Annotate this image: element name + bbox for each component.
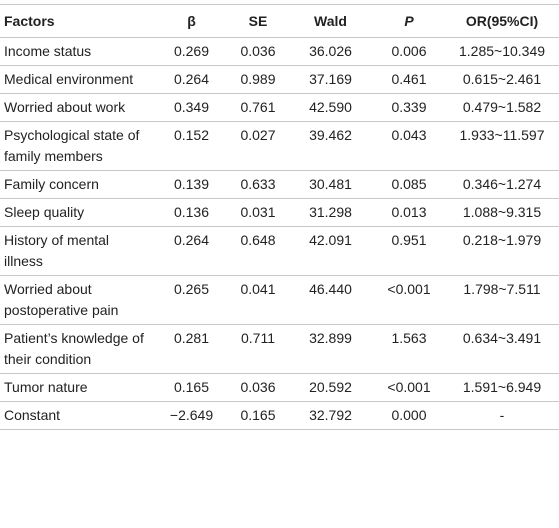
cell-se: 0.031 (228, 198, 288, 227)
cell-se: 0.989 (228, 65, 288, 94)
cell-or-ci: 0.615~2.461 (445, 65, 559, 94)
cell-beta: 0.139 (155, 170, 228, 199)
table-row: Sleep quality 0.136 0.031 31.298 0.013 1… (0, 198, 559, 227)
cell-factor: Worried about postoperative pain (0, 275, 155, 325)
cell-factor: Medical environment (0, 65, 155, 94)
cell-or-ci: 1.591~6.949 (445, 373, 559, 402)
cell-or-ci: 0.479~1.582 (445, 93, 559, 122)
cell-p: 0.000 (373, 401, 445, 430)
regression-table-container: Factors β SE Wald P OR(95%CI) Income sta… (0, 4, 559, 430)
table-row: Family concern 0.139 0.633 30.481 0.085 … (0, 170, 559, 199)
cell-or-ci: 1.088~9.315 (445, 198, 559, 227)
cell-beta: 0.281 (155, 324, 228, 374)
header-beta: β (155, 4, 228, 38)
cell-wald: 39.462 (288, 121, 373, 171)
cell-se: 0.036 (228, 37, 288, 66)
header-row: Factors β SE Wald P OR(95%CI) (0, 4, 559, 38)
cell-beta: 0.264 (155, 65, 228, 94)
cell-p: <0.001 (373, 275, 445, 325)
table-row: Medical environment 0.264 0.989 37.169 0… (0, 65, 559, 94)
cell-wald: 30.481 (288, 170, 373, 199)
cell-wald: 42.091 (288, 226, 373, 276)
cell-se: 0.761 (228, 93, 288, 122)
table-row: Patient’s knowledge of their condition 0… (0, 324, 559, 374)
cell-se: 0.036 (228, 373, 288, 402)
cell-p: 0.006 (373, 37, 445, 66)
cell-or-ci: 1.798~7.511 (445, 275, 559, 325)
cell-wald: 32.899 (288, 324, 373, 374)
table-row: Constant −2.649 0.165 32.792 0.000 - (0, 401, 559, 430)
cell-beta: 0.269 (155, 37, 228, 66)
cell-wald: 36.026 (288, 37, 373, 66)
cell-beta: −2.649 (155, 401, 228, 430)
cell-se: 0.711 (228, 324, 288, 374)
cell-or-ci: 0.218~1.979 (445, 226, 559, 276)
table-row: History of mental illness 0.264 0.648 42… (0, 226, 559, 276)
cell-factor: Psychological state of family members (0, 121, 155, 171)
cell-p: 1.563 (373, 324, 445, 374)
table-row: Psychological state of family members 0.… (0, 121, 559, 171)
cell-se: 0.648 (228, 226, 288, 276)
table-row: Tumor nature 0.165 0.036 20.592 <0.001 1… (0, 373, 559, 402)
cell-p: 0.043 (373, 121, 445, 171)
cell-factor: Patient’s knowledge of their condition (0, 324, 155, 374)
table-row: Income status 0.269 0.036 36.026 0.006 1… (0, 37, 559, 66)
cell-p: 0.013 (373, 198, 445, 227)
header-wald: Wald (288, 4, 373, 38)
cell-or-ci: - (445, 401, 559, 430)
cell-p: 0.461 (373, 65, 445, 94)
cell-factor: Constant (0, 401, 155, 430)
table-row: Worried about postoperative pain 0.265 0… (0, 275, 559, 325)
cell-se: 0.165 (228, 401, 288, 430)
cell-beta: 0.136 (155, 198, 228, 227)
cell-or-ci: 0.346~1.274 (445, 170, 559, 199)
cell-p: <0.001 (373, 373, 445, 402)
cell-p: 0.339 (373, 93, 445, 122)
cell-wald: 31.298 (288, 198, 373, 227)
cell-p: 0.085 (373, 170, 445, 199)
cell-wald: 32.792 (288, 401, 373, 430)
cell-wald: 37.169 (288, 65, 373, 94)
cell-se: 0.041 (228, 275, 288, 325)
table-header: Factors β SE Wald P OR(95%CI) (0, 4, 559, 38)
cell-beta: 0.152 (155, 121, 228, 171)
table-body: Income status 0.269 0.036 36.026 0.006 1… (0, 37, 559, 430)
cell-se: 0.633 (228, 170, 288, 199)
cell-wald: 42.590 (288, 93, 373, 122)
cell-beta: 0.165 (155, 373, 228, 402)
cell-or-ci: 1.933~11.597 (445, 121, 559, 171)
cell-factor: Income status (0, 37, 155, 66)
table-row: Worried about work 0.349 0.761 42.590 0.… (0, 93, 559, 122)
cell-factor: History of mental illness (0, 226, 155, 276)
cell-se: 0.027 (228, 121, 288, 171)
header-se: SE (228, 4, 288, 38)
header-or-ci: OR(95%CI) (445, 4, 559, 38)
cell-or-ci: 0.634~3.491 (445, 324, 559, 374)
cell-beta: 0.265 (155, 275, 228, 325)
header-factors: Factors (0, 4, 155, 38)
cell-wald: 20.592 (288, 373, 373, 402)
cell-or-ci: 1.285~10.349 (445, 37, 559, 66)
cell-p: 0.951 (373, 226, 445, 276)
cell-factor: Worried about work (0, 93, 155, 122)
cell-factor: Tumor nature (0, 373, 155, 402)
cell-factor: Family concern (0, 170, 155, 199)
regression-table: Factors β SE Wald P OR(95%CI) Income sta… (0, 4, 559, 430)
header-p: P (373, 4, 445, 38)
cell-factor: Sleep quality (0, 198, 155, 227)
cell-beta: 0.264 (155, 226, 228, 276)
cell-wald: 46.440 (288, 275, 373, 325)
cell-beta: 0.349 (155, 93, 228, 122)
